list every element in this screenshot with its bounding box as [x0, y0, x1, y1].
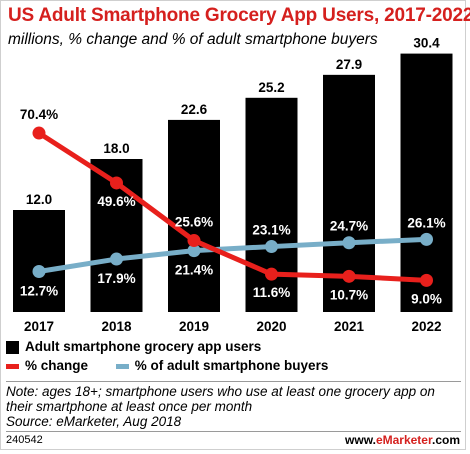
change-point-2021	[342, 269, 356, 283]
legend-label-bars: Adult smartphone grocery app users	[25, 339, 262, 354]
brand-url: www.eMarketer.com	[345, 433, 460, 447]
x-tick-2017: 2017	[24, 319, 54, 334]
legend-label-change: % change	[25, 358, 89, 373]
change-point-2022	[420, 273, 433, 287]
footnote: Note: ages 18+; smartphone users who use…	[6, 384, 461, 429]
share-label-2022: 26.1%	[407, 215, 445, 230]
brand-prefix: www.	[345, 433, 376, 447]
bar-2019	[168, 119, 220, 313]
legend-row-bars: Adult smartphone grocery app users	[6, 339, 261, 354]
share-point-2020	[265, 240, 278, 254]
footnote-line-1: Note: ages 18+; smartphone users who use…	[6, 384, 435, 399]
legend-swatch-change	[6, 363, 19, 369]
share-label-2018: 17.9%	[97, 271, 135, 286]
change-label-2022: 9.0%	[411, 291, 442, 306]
legend-row-lines: % change % of adult smartphone buyers	[6, 358, 352, 373]
legend-item-change: % change	[6, 358, 88, 373]
share-point-2018	[110, 252, 123, 266]
bar-2022	[400, 53, 453, 312]
divider-bottom	[6, 431, 461, 432]
bar-label-2022: 30.4	[413, 36, 440, 51]
legend-label-share: % of adult smartphone buyers	[134, 358, 329, 373]
chart-plot: 12.0 18.0 22.6 25.2 27.9 30.4 2017 2018 2019 2020…	[13, 36, 453, 334]
share-label-2021: 24.7%	[330, 219, 368, 234]
share-point-2021	[342, 236, 356, 250]
x-tick-2018: 2018	[101, 319, 132, 334]
change-point-2018	[110, 176, 123, 190]
bar-label-2020: 25.2	[258, 80, 284, 95]
change-point-2020	[265, 267, 278, 281]
share-point-2019	[187, 244, 201, 258]
change-label-2018: 49.6%	[97, 194, 135, 209]
share-point-2017	[32, 265, 46, 279]
x-tick-2020: 2020	[256, 319, 286, 334]
change-line	[36, 130, 429, 283]
bar-label-2021: 27.9	[336, 57, 362, 72]
x-tick-2019: 2019	[179, 319, 209, 334]
change-label-2017: 70.4%	[20, 107, 58, 122]
bar-label-2017: 12.0	[26, 192, 52, 207]
divider-top	[6, 381, 461, 382]
change-point-2019	[187, 234, 201, 248]
bar-2017	[13, 210, 65, 312]
chart-id: 240542	[6, 434, 43, 446]
brand-name: eMarketer	[375, 433, 432, 447]
share-label-2020: 23.1%	[252, 223, 290, 238]
share-point-2022	[420, 232, 433, 246]
change-label-2020: 11.6%	[253, 285, 291, 300]
legend-item-share: % of adult smartphone buyers	[115, 358, 329, 373]
bar-label-2018: 18.0	[103, 141, 129, 156]
footnote-source: Source: eMarketer, Aug 2018	[6, 414, 182, 429]
legend-swatch-bars	[6, 340, 19, 354]
legend-swatch-share	[115, 363, 129, 369]
x-tick-2022: 2022	[411, 319, 441, 334]
share-label-2019: 21.4%	[175, 263, 213, 278]
change-label-2019: 25.6%	[175, 215, 213, 230]
brand-suffix: .com	[431, 433, 460, 447]
bar-label-2019: 22.6	[181, 102, 208, 117]
change-label-2021: 10.7%	[330, 287, 368, 302]
chart-title: US Adult Smartphone Grocery App Users, 2…	[8, 5, 470, 26]
x-tick-2021: 2021	[334, 319, 365, 334]
share-line	[36, 236, 429, 275]
footnote-line-2: their smartphone at least once per month	[6, 399, 253, 414]
change-point-2017	[32, 126, 46, 140]
chart-subtitle: millions, % change and % of adult smartp…	[8, 31, 378, 48]
share-label-2017: 12.7%	[20, 284, 58, 299]
